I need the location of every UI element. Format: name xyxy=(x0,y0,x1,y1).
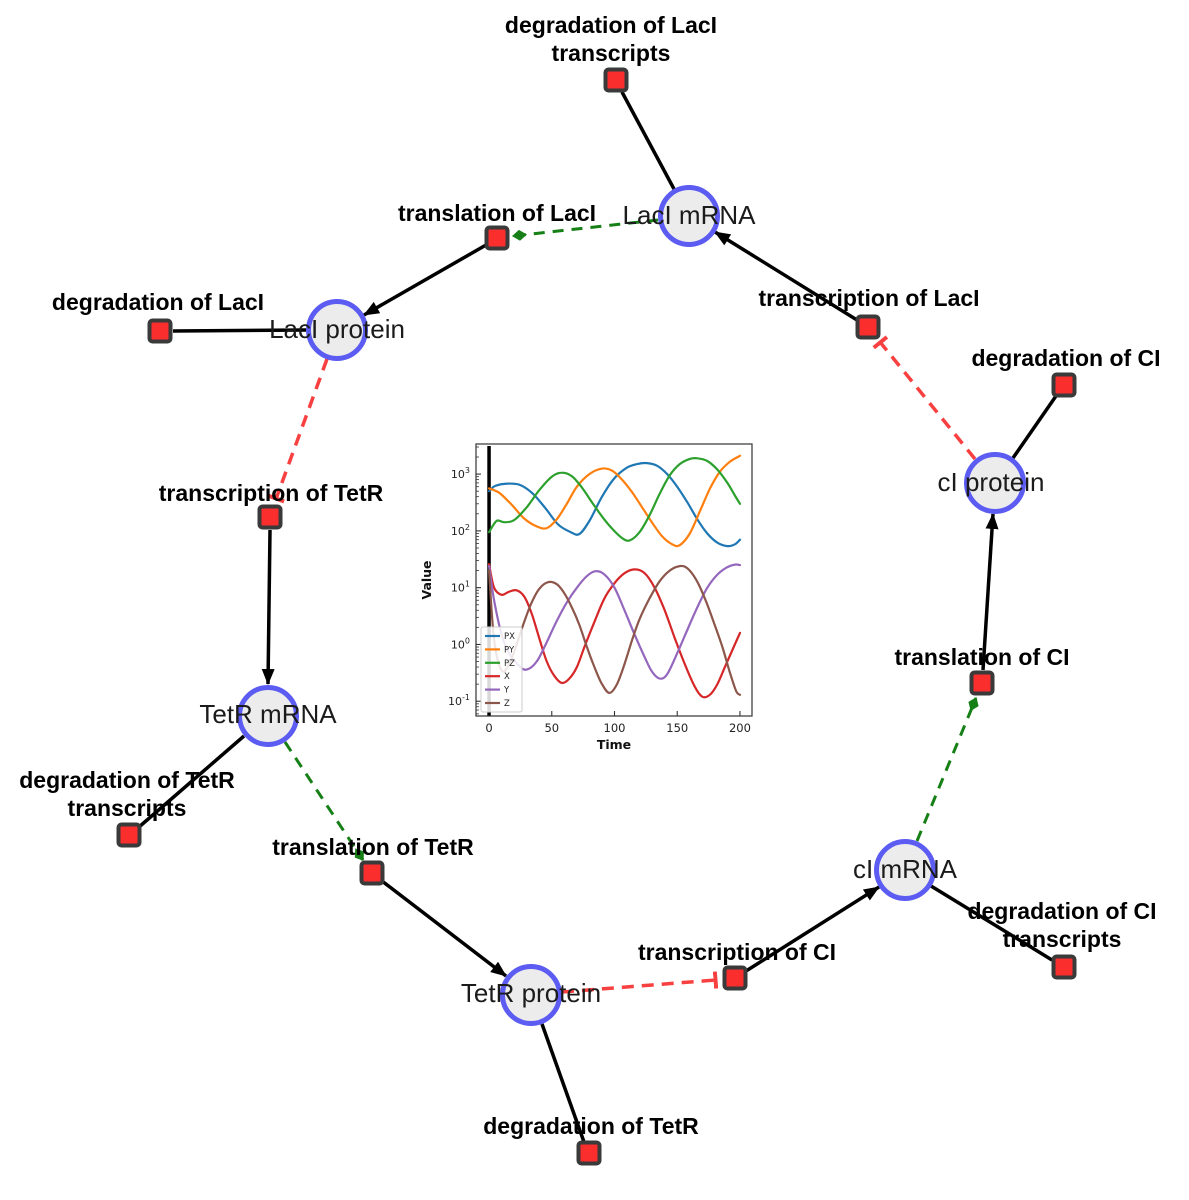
node-laci-protein[interactable] xyxy=(306,299,368,361)
node-label-laci-mrna: LacI mRNA xyxy=(622,200,756,230)
edge-tetr-protein-to-degradation xyxy=(540,1023,586,1143)
x-axis-label: Time xyxy=(597,737,631,752)
y-axis-label: Value xyxy=(420,560,434,599)
edge-tetr-mrna-to-degradation xyxy=(137,734,246,829)
legend-label-PX: PX xyxy=(504,632,515,642)
edge-laci-inhibits-tetr-transcription xyxy=(267,358,329,504)
reaction-degradation-of-ci[interactable] xyxy=(1051,372,1077,398)
edge-laci-protein-to-degradation xyxy=(172,328,307,333)
series-X xyxy=(487,563,742,699)
edge-laci-mrna-to-degradation xyxy=(620,91,676,190)
series-Y xyxy=(487,563,742,680)
x-tick-label: 150 xyxy=(666,721,688,735)
node-tetr-mrna[interactable] xyxy=(237,685,299,747)
node-laci-mrna[interactable] xyxy=(658,185,720,247)
edge-ci-mrna-catalyzes-translation xyxy=(915,697,979,842)
reaction-translation-of-laci[interactable] xyxy=(484,225,510,251)
series-lines xyxy=(487,454,742,699)
node-ci-protein[interactable] xyxy=(964,452,1026,514)
series-Z xyxy=(487,564,742,696)
x-tick-label: 0 xyxy=(485,721,492,735)
reaction-degradation-of-laci[interactable] xyxy=(147,318,173,344)
reaction-label-degradation-of-laci: degradation of LacI xyxy=(51,289,265,315)
chart-legend: PX PY PZ XYZ xyxy=(480,626,523,713)
reaction-label-degradation-of-ci-transcripts: degradation of CI transcripts xyxy=(967,898,1157,952)
reaction-transcription-of-ci[interactable] xyxy=(722,965,748,991)
edge-translation-laci-to-protein xyxy=(363,243,487,317)
reaction-degradation-of-tetr-transcripts[interactable] xyxy=(116,822,142,848)
legend-label-PZ: PZ xyxy=(504,659,515,669)
reaction-label-degradation-of-ci: degradation of CI xyxy=(971,345,1161,371)
series-PY xyxy=(487,454,742,548)
edge-translation-ci-to-protein xyxy=(981,513,999,671)
node-ci-mrna[interactable] xyxy=(874,839,936,901)
edge-ci-protein-to-degradation xyxy=(1011,395,1058,459)
edge-ci-mrna-to-degradation xyxy=(930,884,1053,962)
legend-label-Y: Y xyxy=(503,686,510,696)
reaction-label-transcription-of-tetr: transcription of TetR xyxy=(158,480,384,506)
reaction-degradation-of-ci-transcripts[interactable] xyxy=(1051,954,1077,980)
reaction-transcription-of-tetr[interactable] xyxy=(257,504,283,530)
legend-label-PY: PY xyxy=(504,645,515,655)
reaction-label-degradation-of-tetr-transcripts: degradation of TetR transcripts xyxy=(19,767,235,821)
reaction-label-degradation-of-laci-transcripts: degradation of LacI transcripts xyxy=(504,12,718,66)
reaction-transcription-of-laci[interactable] xyxy=(855,314,881,340)
edge-transcription-laci-to-mrna xyxy=(714,230,858,322)
reaction-label-degradation-of-tetr: degradation of TetR xyxy=(483,1113,699,1139)
x-tick-label: 200 xyxy=(729,721,751,735)
plot-border xyxy=(475,443,753,717)
reaction-label-translation-of-tetr: translation of TetR xyxy=(272,834,474,860)
node-label-tetr-protein: TetR protein xyxy=(460,978,602,1008)
node-label-ci-mrna: cI mRNA xyxy=(853,854,957,884)
node-tetr-protein[interactable] xyxy=(500,964,562,1026)
reaction-translation-of-tetr[interactable] xyxy=(359,860,385,886)
node-label-laci-protein: LacI protein xyxy=(269,314,405,344)
node-label-tetr-mrna: TetR mRNA xyxy=(199,699,337,729)
reaction-degradation-of-laci-transcripts[interactable] xyxy=(603,67,629,93)
y-tick-label: 103 xyxy=(451,466,470,481)
reaction-label-translation-of-ci: translation of CI xyxy=(894,644,1070,670)
edge-tetr-inhibits-ci-transcription xyxy=(561,971,719,994)
edge-transcription-tetr-to-mrna xyxy=(261,529,275,685)
reaction-label-translation-of-laci: translation of LacI xyxy=(397,200,597,226)
y-tick-label: 100 xyxy=(451,636,470,651)
edge-tetr-mrna-catalyzes-translation xyxy=(283,741,365,861)
inset-chart: 103 102 101 100 10-1 0 50 100 150 200 Time Value PX P… xyxy=(419,430,782,766)
edge-translation-tetr-to-protein xyxy=(380,879,508,978)
reaction-label-transcription-of-laci: transcription of LacI xyxy=(758,285,980,311)
node-label-ci-protein: cI protein xyxy=(937,467,1045,497)
y-tick-label: 101 xyxy=(451,580,470,595)
series-PX xyxy=(487,461,742,548)
y-tick-label: 10-1 xyxy=(448,693,470,708)
reaction-label-transcription-of-ci: transcription of CI xyxy=(637,939,837,965)
reaction-translation-of-ci[interactable] xyxy=(969,670,995,696)
x-tick-label: 50 xyxy=(544,721,559,735)
y-tick-label: 102 xyxy=(451,523,470,538)
edge-laci-mrna-catalyzes-translation xyxy=(512,218,659,241)
legend-label-X: X xyxy=(504,672,510,682)
edge-transcription-ci-to-mrna xyxy=(745,885,880,973)
legend-label-Z: Z xyxy=(504,699,510,709)
x-tick-label: 100 xyxy=(604,721,626,735)
reaction-degradation-of-tetr[interactable] xyxy=(576,1140,602,1166)
series-PZ xyxy=(487,456,742,542)
edge-ci-inhibits-laci-transcription xyxy=(872,335,977,461)
